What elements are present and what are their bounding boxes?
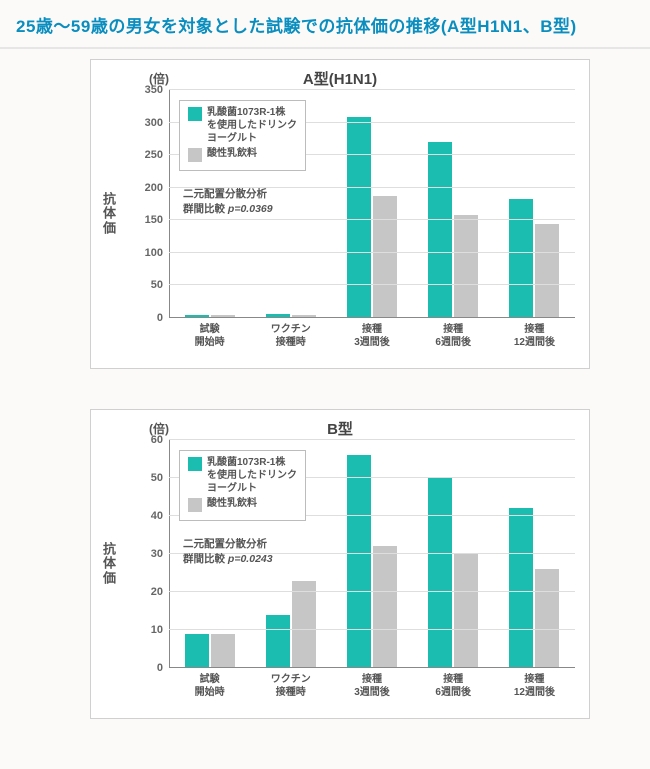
- note-pvalue: p=0.0243: [228, 553, 273, 565]
- legend-swatch: [188, 107, 202, 121]
- legend-row: 乳酸菌1073R-1株を使用したドリンクヨーグルト: [188, 456, 297, 495]
- bar-series2: [373, 546, 397, 668]
- gridline: [169, 284, 575, 285]
- ytick-label: 10: [151, 624, 169, 636]
- bar-series1: [185, 634, 209, 668]
- gridline: [169, 629, 575, 630]
- note-line1: 二元配置分散分析: [183, 537, 273, 552]
- bar-series1: [428, 478, 452, 668]
- gridline: [169, 439, 575, 440]
- legend-swatch: [188, 498, 202, 512]
- chart-a-note: 二元配置分散分析群間比較 p=0.0369: [183, 187, 273, 217]
- page-title: 25歳～59歳の男女を対象とした試験での抗体価の推移(A型H1N1、B型): [0, 0, 650, 49]
- bar-series1: [428, 142, 452, 318]
- gridline: [169, 591, 575, 592]
- chart-b-legend: 乳酸菌1073R-1株を使用したドリンクヨーグルト酸性乳飲料: [179, 450, 306, 521]
- note-line2: 群間比較 p=0.0243: [183, 552, 273, 567]
- chart-b: B型 (倍) 抗体価 0102030405060試験開始時ワクチン接種時接種3週…: [90, 409, 590, 719]
- ytick-label: 20: [151, 586, 169, 598]
- chart-b-note: 二元配置分散分析群間比較 p=0.0243: [183, 537, 273, 567]
- ytick-label: 0: [157, 312, 169, 324]
- ytick-label: 150: [145, 214, 169, 226]
- ytick-label: 50: [151, 472, 169, 484]
- bar-series1: [347, 455, 371, 668]
- legend-swatch: [188, 457, 202, 471]
- gridline: [169, 219, 575, 220]
- bar-series1: [509, 199, 533, 318]
- ytick-label: 30: [151, 548, 169, 560]
- legend-row: 酸性乳飲料: [188, 147, 297, 162]
- legend-label: 酸性乳飲料: [207, 497, 257, 510]
- xtick-label: 接種3週間後: [331, 668, 412, 699]
- charts-container: A型(H1N1) (倍) 抗体価 050100150200250300350試験…: [0, 49, 650, 719]
- legend-row: 酸性乳飲料: [188, 497, 297, 512]
- ytick-label: 300: [145, 117, 169, 129]
- chart-a-legend: 乳酸菌1073R-1株を使用したドリンクヨーグルト酸性乳飲料: [179, 100, 306, 171]
- legend-label: 乳酸菌1073R-1株を使用したドリンクヨーグルト: [207, 106, 297, 145]
- xtick-label: ワクチン接種時: [250, 668, 331, 699]
- xtick-label: 接種6週間後: [413, 318, 494, 349]
- xtick-label: ワクチン接種時: [250, 318, 331, 349]
- legend-label: 乳酸菌1073R-1株を使用したドリンクヨーグルト: [207, 456, 297, 495]
- bar-series1: [347, 117, 371, 318]
- ytick-label: 0: [157, 662, 169, 674]
- ytick-label: 60: [151, 434, 169, 446]
- legend-row: 乳酸菌1073R-1株を使用したドリンクヨーグルト: [188, 106, 297, 145]
- bar-series1: [509, 508, 533, 668]
- ytick-label: 40: [151, 510, 169, 522]
- bar-series2: [211, 634, 235, 668]
- bar-series1: [266, 615, 290, 668]
- xtick-label: 接種3週間後: [331, 318, 412, 349]
- xtick-label: 接種6週間後: [413, 668, 494, 699]
- chart-a: A型(H1N1) (倍) 抗体価 050100150200250300350試験…: [90, 59, 590, 369]
- gridline: [169, 252, 575, 253]
- chart-b-ylabel: 抗体価: [103, 543, 116, 586]
- gridline: [169, 89, 575, 90]
- ytick-label: 100: [145, 247, 169, 259]
- note-pvalue: p=0.0369: [228, 203, 273, 215]
- bar-series2: [373, 196, 397, 318]
- ytick-label: 50: [151, 279, 169, 291]
- note-line2: 群間比較 p=0.0369: [183, 202, 273, 217]
- xtick-label: 試験開始時: [169, 318, 250, 349]
- xtick-label: 接種12週間後: [494, 668, 575, 699]
- legend-swatch: [188, 148, 202, 162]
- chart-a-ylabel: 抗体価: [103, 193, 116, 236]
- bar-series2: [535, 569, 559, 668]
- ytick-label: 200: [145, 182, 169, 194]
- xtick-label: 試験開始時: [169, 668, 250, 699]
- bar-series2: [454, 215, 478, 318]
- bar-series2: [292, 581, 316, 668]
- ytick-label: 250: [145, 149, 169, 161]
- legend-label: 酸性乳飲料: [207, 147, 257, 160]
- ytick-label: 350: [145, 84, 169, 96]
- bar-series2: [454, 554, 478, 668]
- note-line1: 二元配置分散分析: [183, 187, 273, 202]
- bar-series2: [535, 224, 559, 318]
- xtick-label: 接種12週間後: [494, 318, 575, 349]
